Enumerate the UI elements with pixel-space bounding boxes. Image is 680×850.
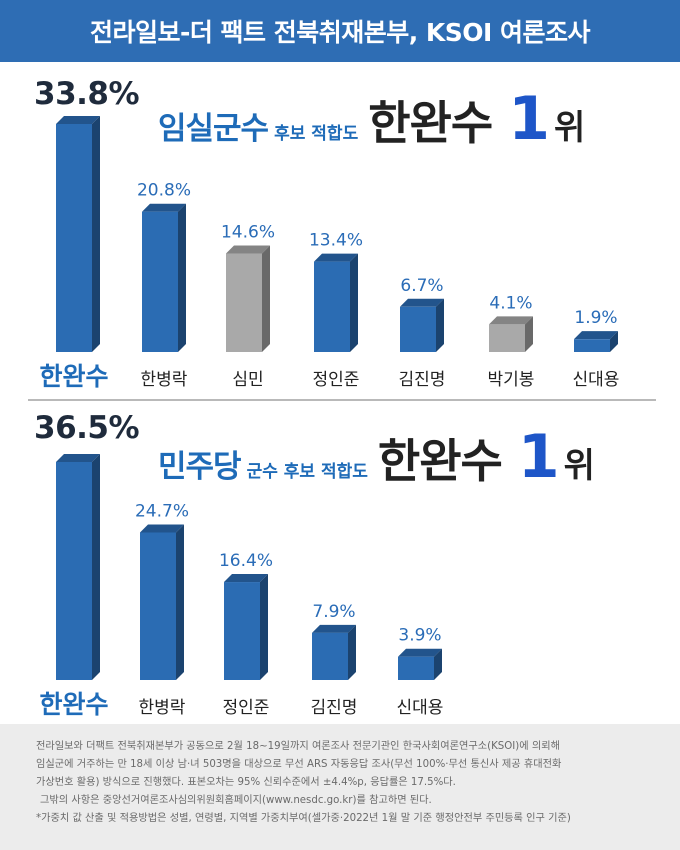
bar-top [400, 298, 444, 307]
footer-notes: 전라일보와 더팩트 전북취재본부가 공동으로 2월 18~19일까지 여론조사 … [0, 724, 680, 850]
bar-front [224, 582, 260, 680]
bar-side [350, 253, 358, 352]
bar-front [314, 261, 350, 352]
bar-front [574, 339, 610, 352]
category-label: 신대용 [573, 370, 620, 390]
bar-side [92, 454, 100, 680]
category-label: 신대용 [397, 698, 444, 718]
footnote-line: 그밖의 사항은 중앙선거여론조사심의위원회홈페이지(www.nesdc.go.k… [40, 795, 432, 806]
bar-top [226, 245, 270, 254]
footnote-line: 가상번호 활용) 방식으로 진행했다. 표본오차는 95% 신뢰수준에서 ±4.… [36, 777, 456, 788]
top-value-label-1: 33.8% [34, 76, 140, 112]
bar-side [176, 524, 184, 680]
bar-정인준 [224, 574, 268, 680]
bar-김진명 [400, 298, 444, 352]
category-label: 정인준 [313, 370, 360, 390]
bar-top [574, 331, 618, 340]
value-label: 16.4% [219, 551, 273, 571]
bar-심민 [226, 245, 270, 352]
bar-top [140, 524, 184, 533]
bar-front [56, 124, 92, 352]
bar-front [140, 532, 176, 680]
category-label: 한완수 [39, 362, 108, 391]
category-label: 한병락 [141, 370, 188, 390]
bar-front [489, 324, 525, 352]
bar-front [400, 306, 436, 352]
headline-leader-1: 한완수 [368, 96, 493, 150]
value-label: 14.6% [221, 223, 275, 243]
bar-front [56, 462, 92, 680]
bar-한완수 [56, 454, 100, 680]
headline-rank-suffix-1: 위 [553, 108, 586, 148]
bar-side [436, 298, 444, 352]
bar-front [226, 253, 262, 352]
category-label: 김진명 [311, 698, 358, 718]
bar-side [348, 624, 356, 680]
header-banner: 전라일보-더 팩트 전북취재본부, KSOI 여론조사 [0, 0, 680, 62]
bar-top [314, 253, 358, 262]
category-label: 김진명 [399, 370, 446, 390]
value-label: 4.1% [489, 293, 532, 313]
bar-정인준 [314, 253, 358, 352]
footnote-line: *가중치 값 산출 및 적용방법은 성별, 연령별, 지역별 가중치부여(셀가중… [36, 813, 571, 824]
bar-side [260, 574, 268, 680]
category-label: 박기봉 [488, 370, 535, 390]
bar-side [178, 203, 186, 352]
bar-top [398, 648, 442, 657]
bar-top [56, 116, 100, 124]
footnote-line: 전라일보와 더팩트 전북취재본부가 공동으로 2월 18~19일까지 여론조사 … [36, 741, 560, 752]
headline-rank-suffix-2: 위 [563, 446, 595, 486]
bar-side [434, 648, 442, 680]
bar-김진명 [312, 624, 356, 680]
bar-신대용 [574, 331, 618, 352]
headline-small-2: 군수 후보 적합도 [246, 462, 368, 482]
headline-leader-2: 한완수 [377, 434, 503, 488]
bar-신대용 [398, 648, 442, 680]
value-label: 20.8% [137, 181, 191, 201]
bar-박기봉 [489, 316, 533, 352]
bar-front [142, 211, 178, 352]
bar-top [312, 624, 356, 633]
value-label: 13.4% [309, 231, 363, 251]
bar-side [262, 245, 270, 352]
value-label: 7.9% [312, 602, 355, 622]
category-label: 정인준 [223, 698, 270, 718]
section-divider [28, 399, 656, 401]
bar-front [398, 656, 434, 680]
footnote-line: 임실군에 거주하는 만 18세 이상 남·녀 503명을 대상으로 무선 ARS… [36, 759, 562, 770]
bar-한완수 [56, 116, 100, 352]
bar-side [525, 316, 533, 352]
bar-top [142, 203, 186, 212]
value-label: 1.9% [574, 308, 617, 328]
headline-rank-2: 1 [517, 422, 560, 492]
value-label: 3.9% [398, 626, 441, 646]
bar-front [312, 632, 348, 680]
category-label: 한완수 [39, 690, 108, 719]
top-value-label-2: 36.5% [34, 410, 140, 446]
headline-highlight-2: 민주당 [158, 449, 242, 485]
category-label: 한병락 [139, 698, 186, 718]
bar-side [610, 331, 618, 352]
bar-한병락 [142, 203, 186, 352]
header-title: 전라일보-더 팩트 전북취재본부, KSOI 여론조사 [89, 18, 591, 47]
value-label: 24.7% [135, 501, 189, 521]
bar-top [224, 574, 268, 583]
bar-top [56, 454, 100, 462]
bar-한병락 [140, 524, 184, 680]
bar-side [92, 116, 100, 352]
value-label: 6.7% [400, 276, 443, 296]
headline-2: 민주당 군수 후보 적합도 한완수 1 위 [158, 422, 595, 492]
headline-small-1: 후보 적합도 [274, 124, 359, 144]
headline-1: 임실군수 후보 적합도 한완수 1 위 [158, 84, 585, 154]
headline-rank-1: 1 [508, 84, 550, 154]
bar-top [489, 316, 533, 325]
headline-highlight-1: 임실군수 [158, 111, 269, 147]
category-label: 심민 [232, 370, 263, 390]
